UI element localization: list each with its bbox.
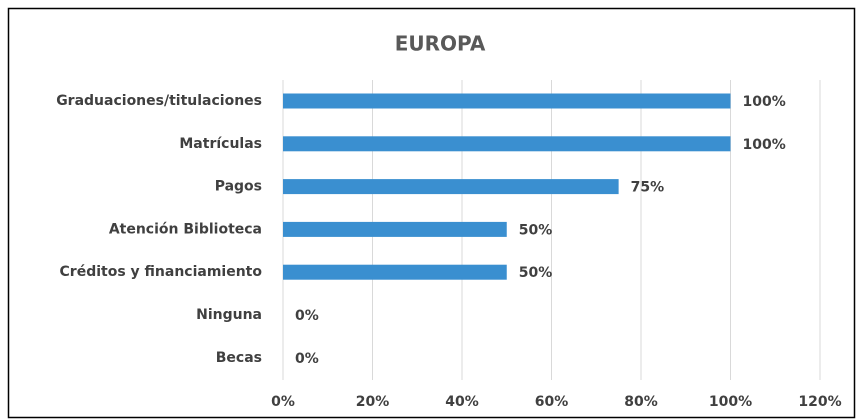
bar [283, 136, 731, 152]
x-tick-label: 0% [271, 394, 295, 410]
x-tick-label: 60% [535, 394, 569, 410]
y-tick-label: Atención Biblioteca [109, 221, 262, 237]
data-label: 100% [743, 94, 786, 110]
data-label: 100% [743, 137, 786, 153]
y-tick-label: Créditos y financiamiento [60, 264, 263, 280]
data-label: 50% [519, 265, 553, 281]
bar [283, 221, 507, 237]
data-label: 75% [631, 180, 665, 196]
y-tick-label: Pagos [215, 179, 262, 195]
y-tick-label: Matrículas [179, 136, 262, 152]
chart-title: EUROPA [395, 32, 486, 56]
x-tick-label: 20% [356, 394, 390, 410]
chart-border [7, 7, 856, 419]
data-label: 50% [519, 222, 553, 238]
x-tick-label: 80% [624, 394, 658, 410]
data-label: 0% [295, 351, 319, 367]
y-tick-label: Graduaciones/titulaciones [56, 93, 262, 109]
bar [283, 179, 619, 195]
y-tick-label: Ninguna [196, 307, 262, 323]
data-label: 0% [295, 308, 319, 324]
x-tick-label: 100% [709, 394, 752, 410]
x-tick-label: 40% [445, 394, 479, 410]
x-tick-label: 120% [798, 394, 841, 410]
y-tick-label: Becas [216, 350, 262, 366]
bar [283, 93, 731, 109]
bar [283, 264, 507, 280]
